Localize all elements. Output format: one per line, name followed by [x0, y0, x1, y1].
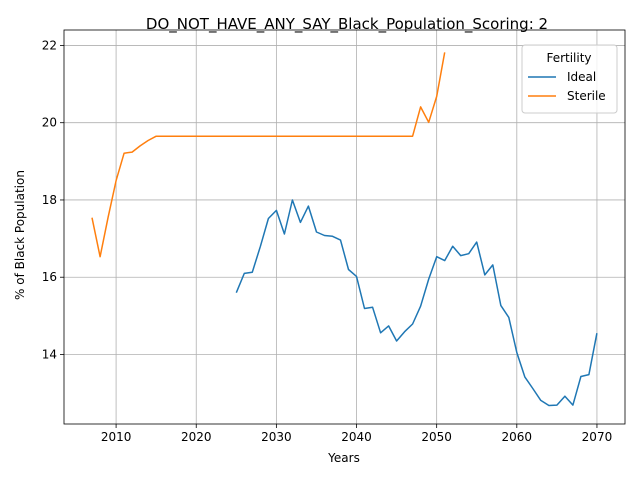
series-line-sterile	[91, 52, 446, 258]
plot-frame	[63, 29, 626, 425]
y-axis-ticks: 14 16 18 20 22	[42, 38, 64, 361]
y-tick-label: 22	[42, 38, 57, 52]
x-axis-ticks: 2010 2020 2030 2040 2050 2060 2070	[101, 424, 612, 444]
y-tick-label: 18	[42, 193, 57, 207]
legend-label-ideal: Ideal	[567, 70, 596, 84]
x-tick-label: 2070	[582, 430, 613, 444]
plot-lines	[91, 52, 598, 407]
x-tick-label: 2030	[261, 430, 292, 444]
x-axis-label: Years	[327, 451, 360, 465]
legend-entries: Ideal Sterile	[528, 70, 606, 103]
legend: Fertility Ideal Sterile	[521, 44, 618, 114]
y-tick-label: 20	[42, 116, 57, 130]
y-tick-label: 16	[42, 270, 57, 284]
x-tick-label: 2010	[101, 430, 132, 444]
legend-label-sterile: Sterile	[567, 89, 606, 103]
legend-title: Fertility	[546, 51, 591, 65]
chart-title: DO_NOT_HAVE_ANY_SAY_Black_Population_Sco…	[146, 15, 548, 34]
grid	[64, 30, 625, 424]
series-line-ideal	[235, 199, 598, 407]
x-tick-label: 2060	[502, 430, 533, 444]
y-tick-label: 14	[42, 347, 57, 361]
y-axis-label: % of Black Population	[13, 170, 27, 300]
x-tick-label: 2040	[341, 430, 372, 444]
x-tick-label: 2050	[421, 430, 452, 444]
x-tick-label: 2020	[181, 430, 212, 444]
